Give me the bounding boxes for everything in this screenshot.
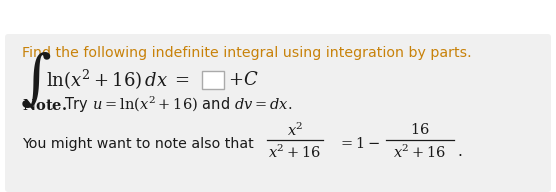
- Text: $\ln(x^2+16)\,dx\;=$: $\ln(x^2+16)\,dx\;=$: [46, 68, 190, 92]
- Text: $\mathbf{Note.}$: $\mathbf{Note.}$: [22, 98, 67, 113]
- FancyBboxPatch shape: [202, 71, 224, 89]
- Bar: [0, 0, 556, 37]
- Text: Try $u = \ln(x^2+16)$ and $dv = dx.$: Try $u = \ln(x^2+16)$ and $dv = dx.$: [64, 95, 292, 115]
- Text: $x^2+16$: $x^2+16$: [269, 143, 322, 161]
- Text: You might want to note also that: You might want to note also that: [22, 137, 254, 151]
- Text: Find the following indefinite integral using integration by parts.: Find the following indefinite integral u…: [22, 46, 471, 60]
- FancyBboxPatch shape: [5, 34, 551, 192]
- Text: $x^2+16$: $x^2+16$: [393, 143, 446, 161]
- Text: $\int$: $\int$: [20, 50, 51, 110]
- Text: $+C$: $+C$: [228, 71, 259, 89]
- Text: $x^2$: $x^2$: [287, 121, 303, 139]
- Text: .: .: [457, 145, 462, 160]
- Text: $= 1 -$: $= 1 -$: [338, 137, 381, 151]
- Text: $16$: $16$: [410, 122, 430, 137]
